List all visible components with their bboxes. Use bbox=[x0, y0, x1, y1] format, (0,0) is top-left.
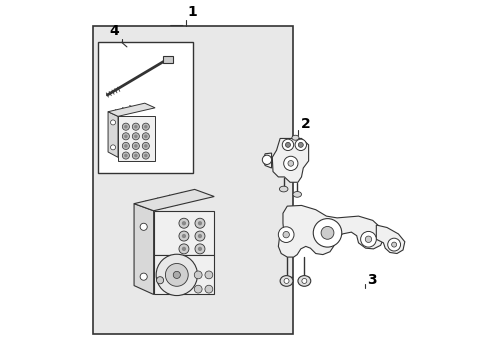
Circle shape bbox=[313, 219, 341, 247]
Circle shape bbox=[285, 142, 290, 147]
Circle shape bbox=[391, 242, 396, 247]
Polygon shape bbox=[263, 153, 271, 168]
Circle shape bbox=[282, 139, 293, 150]
Circle shape bbox=[198, 247, 202, 251]
Circle shape bbox=[204, 271, 212, 279]
Ellipse shape bbox=[292, 192, 301, 197]
Circle shape bbox=[298, 142, 303, 147]
Text: 4: 4 bbox=[109, 24, 119, 38]
Circle shape bbox=[283, 156, 297, 171]
Polygon shape bbox=[108, 112, 118, 157]
Circle shape bbox=[110, 145, 115, 150]
Circle shape bbox=[132, 123, 139, 130]
Circle shape bbox=[124, 144, 127, 148]
Circle shape bbox=[194, 271, 202, 279]
Circle shape bbox=[283, 231, 289, 238]
Circle shape bbox=[195, 244, 204, 254]
Ellipse shape bbox=[297, 276, 310, 286]
Bar bbox=[153, 255, 214, 294]
Circle shape bbox=[179, 218, 188, 228]
Circle shape bbox=[134, 144, 137, 148]
Circle shape bbox=[387, 238, 400, 251]
Circle shape bbox=[132, 133, 139, 140]
Circle shape bbox=[134, 154, 137, 157]
Circle shape bbox=[142, 123, 149, 130]
Polygon shape bbox=[108, 103, 155, 116]
Circle shape bbox=[204, 285, 212, 293]
Circle shape bbox=[110, 120, 115, 125]
Text: 1: 1 bbox=[187, 5, 197, 19]
Text: 2: 2 bbox=[300, 117, 309, 131]
Circle shape bbox=[179, 244, 188, 254]
FancyBboxPatch shape bbox=[162, 56, 173, 63]
Circle shape bbox=[182, 247, 186, 251]
Circle shape bbox=[195, 218, 204, 228]
Circle shape bbox=[122, 152, 129, 159]
Circle shape bbox=[287, 161, 293, 166]
Circle shape bbox=[134, 135, 137, 138]
Circle shape bbox=[198, 221, 202, 225]
Circle shape bbox=[182, 234, 186, 238]
Bar bbox=[93, 26, 292, 334]
Circle shape bbox=[144, 154, 147, 157]
Circle shape bbox=[140, 273, 147, 280]
Circle shape bbox=[124, 154, 127, 157]
Circle shape bbox=[360, 231, 376, 247]
Polygon shape bbox=[278, 206, 384, 257]
Polygon shape bbox=[272, 139, 308, 182]
Circle shape bbox=[124, 135, 127, 138]
Circle shape bbox=[262, 155, 271, 165]
Bar bbox=[98, 41, 192, 174]
Circle shape bbox=[142, 133, 149, 140]
Circle shape bbox=[194, 285, 202, 293]
Circle shape bbox=[294, 139, 306, 150]
Circle shape bbox=[124, 125, 127, 129]
Circle shape bbox=[156, 277, 163, 284]
Ellipse shape bbox=[291, 135, 298, 140]
Circle shape bbox=[301, 278, 306, 283]
Circle shape bbox=[278, 227, 293, 243]
Circle shape bbox=[179, 231, 188, 241]
Circle shape bbox=[144, 144, 147, 148]
Circle shape bbox=[132, 152, 139, 159]
Circle shape bbox=[134, 125, 137, 129]
Circle shape bbox=[321, 226, 333, 239]
Circle shape bbox=[144, 125, 147, 129]
Polygon shape bbox=[134, 189, 214, 211]
Circle shape bbox=[173, 271, 180, 278]
Circle shape bbox=[195, 231, 204, 241]
Circle shape bbox=[140, 223, 147, 230]
Circle shape bbox=[132, 142, 139, 149]
Circle shape bbox=[122, 133, 129, 140]
Ellipse shape bbox=[280, 276, 292, 286]
Circle shape bbox=[142, 152, 149, 159]
Polygon shape bbox=[376, 225, 404, 253]
Circle shape bbox=[156, 254, 197, 296]
Circle shape bbox=[365, 236, 371, 243]
Circle shape bbox=[182, 221, 186, 225]
Polygon shape bbox=[134, 204, 153, 294]
Ellipse shape bbox=[279, 186, 287, 192]
Circle shape bbox=[122, 142, 129, 149]
Circle shape bbox=[165, 264, 188, 286]
Bar bbox=[118, 116, 155, 161]
Bar bbox=[153, 211, 214, 255]
Circle shape bbox=[142, 142, 149, 149]
Circle shape bbox=[122, 123, 129, 130]
Circle shape bbox=[198, 234, 202, 238]
Text: 3: 3 bbox=[366, 273, 376, 287]
Circle shape bbox=[284, 278, 288, 283]
Circle shape bbox=[144, 135, 147, 138]
